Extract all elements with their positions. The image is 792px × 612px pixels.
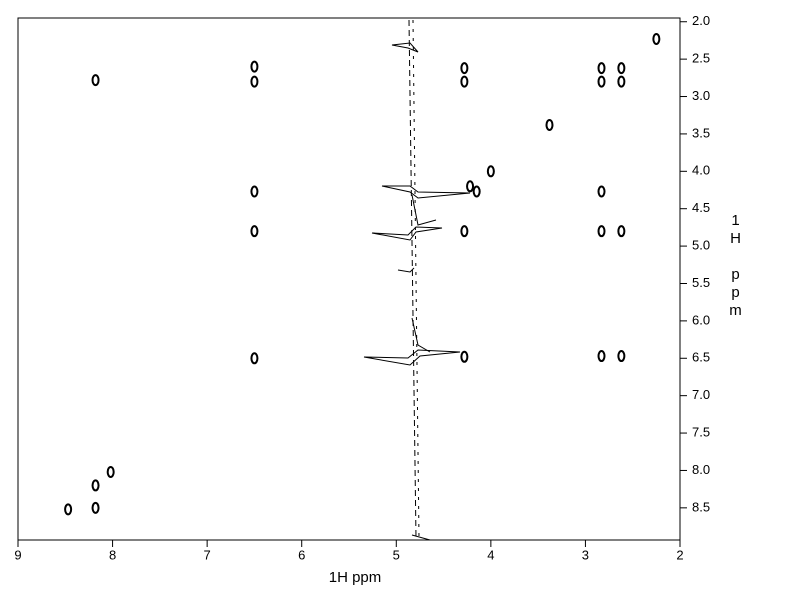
cross-peak: [460, 75, 469, 88]
cross-peak: [91, 501, 100, 514]
cross-peak: [250, 75, 259, 88]
cross-peak: [460, 350, 469, 363]
x-tick-label: 2: [676, 547, 683, 562]
cross-peak: [545, 118, 554, 131]
cross-peak: [250, 60, 259, 73]
cross-peak: [250, 225, 259, 238]
x-tick-label: 6: [298, 547, 305, 562]
x-axis-label: 1H ppm: [329, 569, 382, 586]
y-tick-label: 5.0: [692, 238, 710, 253]
y-tick-label: 8.5: [692, 499, 710, 514]
y-tick-label: 2.5: [692, 51, 710, 66]
y-tick-label: 7.5: [692, 424, 710, 439]
y-tick-label: 8.0: [692, 462, 710, 477]
y-tick-label: 4.5: [692, 200, 710, 215]
cross-peak: [472, 185, 481, 198]
cross-peak: [597, 225, 606, 238]
y-axis-label: 1H ppm: [727, 212, 744, 320]
y-tick-label: 6.5: [692, 350, 710, 365]
cross-peak: [597, 75, 606, 88]
cross-peak: [597, 62, 606, 75]
cross-peak: [64, 503, 73, 516]
cross-peak: [460, 62, 469, 75]
y-tick-label: 3.0: [692, 88, 710, 103]
cross-peak: [466, 180, 475, 193]
cross-peak: [91, 74, 100, 87]
cross-peak: [597, 185, 606, 198]
cross-peak: [250, 352, 259, 365]
x-tick-label: 9: [14, 547, 21, 562]
solvent-ridge: [363, 19, 471, 541]
cross-peak: [617, 225, 626, 238]
cross-peak: [106, 465, 115, 478]
cross-peak: [597, 350, 606, 363]
x-tick-label: 3: [582, 547, 589, 562]
y-tick-label: 4.0: [692, 163, 710, 178]
y-tick-label: 6.0: [692, 312, 710, 327]
y-tick-label: 3.5: [692, 125, 710, 140]
x-tick-label: 7: [204, 547, 211, 562]
cross-peak: [460, 225, 469, 238]
y-tick-label: 7.0: [692, 387, 710, 402]
plot-frame: [17, 17, 681, 541]
cross-peak: [250, 185, 259, 198]
cross-peak: [652, 32, 661, 45]
y-tick-label: 5.5: [692, 275, 710, 290]
cross-peak: [617, 350, 626, 363]
cross-peak: [617, 62, 626, 75]
x-tick-label: 8: [109, 547, 116, 562]
x-tick-label: 4: [487, 547, 494, 562]
cross-peak: [617, 75, 626, 88]
cross-peak: [91, 479, 100, 492]
x-tick-label: 5: [393, 547, 400, 562]
cross-peak: [486, 165, 495, 178]
y-tick-label: 2.0: [692, 13, 710, 28]
